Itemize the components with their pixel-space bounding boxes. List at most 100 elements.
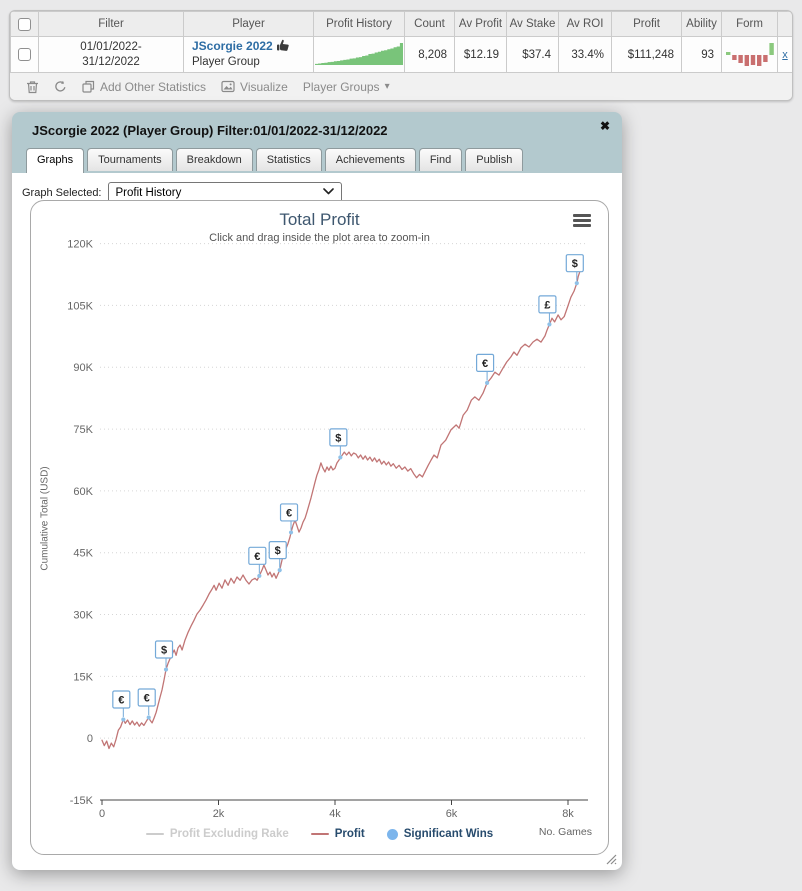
significant-win-marker: € <box>248 546 267 578</box>
player-cell: JScorgie 2022 Player Group <box>183 36 314 73</box>
caret-down-icon: ▾ <box>384 81 390 92</box>
legend-label: Significant Wins <box>403 828 494 840</box>
chevron-down-icon <box>322 187 334 198</box>
marker-anchor-dot <box>121 717 126 722</box>
resize-grip-icon[interactable] <box>605 853 617 865</box>
y-tick-label: 120K <box>67 239 93 251</box>
remove-row-link[interactable]: x <box>782 48 788 61</box>
form-loss-bar <box>750 55 756 65</box>
trash-icon <box>27 80 38 93</box>
profit-history-sparkline <box>315 43 403 65</box>
image-icon <box>221 80 235 93</box>
col-header-av-profit[interactable]: Av Profit <box>454 11 507 37</box>
marker-anchor-dot <box>163 667 169 672</box>
y-tick-label: 60K <box>73 486 93 498</box>
y-tick-label: 90K <box>73 362 93 374</box>
stats-panel: Filter Player Profit History Count Av Pr… <box>9 10 793 101</box>
filter-range-line1: 01/01/2022- <box>80 41 142 54</box>
refresh-button[interactable] <box>54 80 67 93</box>
chart-subtitle: Click and drag inside the plot area to z… <box>209 232 430 244</box>
legend-dot-swatch <box>386 828 398 840</box>
col-header-player[interactable]: Player <box>183 11 314 37</box>
form-win-bar <box>726 52 731 55</box>
marker-box <box>154 640 174 659</box>
profit-chart-plot[interactable]: -15K 0 15K 30K 45K 60K 75K 90K 105K 120K 0 2k 4k 6k 8k… <box>31 201 610 856</box>
marker-currency-symbol: $ <box>335 432 341 444</box>
tab-breakdown[interactable]: Breakdown <box>175 148 253 171</box>
player-groups-label: Player Groups <box>302 79 380 94</box>
add-other-statistics-button[interactable]: Add Other Statistics <box>82 80 206 94</box>
form-loss-bar <box>744 55 749 66</box>
count-cell: 8,208 <box>404 36 455 73</box>
av-profit-cell: $12.19 <box>454 36 507 73</box>
marker-anchor-dot <box>277 568 282 573</box>
marker-anchor-dot <box>484 380 490 386</box>
table-row[interactable]: 01/01/2022- 31/12/2022 JScorgie 2022 Pla… <box>10 36 792 73</box>
marker-box <box>112 690 131 709</box>
visualize-button[interactable]: Visualize <box>221 80 288 94</box>
copy-icon <box>82 80 95 93</box>
col-header-count[interactable]: Count <box>404 11 455 37</box>
select-all-checkbox[interactable] <box>18 17 31 31</box>
significant-win-marker: $ <box>565 254 584 286</box>
marker-box <box>137 688 156 707</box>
chart-legend: Profit Excluding Rake Profit Significant… <box>31 828 608 840</box>
legend-item-significant-wins[interactable]: Significant Wins <box>386 828 494 840</box>
tab-tournaments[interactable]: Tournaments <box>87 148 173 171</box>
significant-win-marker: $ <box>154 640 174 672</box>
marker-box <box>268 541 287 560</box>
chart-menu-icon[interactable] <box>573 214 591 230</box>
player-detail-dialog: JScorgie 2022 (Player Group) Filter:01/0… <box>12 112 622 870</box>
y-tick-label: -15K <box>70 795 94 807</box>
graph-selected-label: Graph Selected: <box>22 186 102 199</box>
table-toolbar: Add Other Statistics Visualize Player Gr… <box>10 73 792 100</box>
y-tick-label: 15K <box>73 671 93 683</box>
player-name-link[interactable]: JScorgie 2022 <box>192 39 273 54</box>
legend-item-profit-excluding-rake[interactable]: Profit Excluding Rake <box>145 828 289 840</box>
legend-label: Profit <box>334 828 365 840</box>
col-header-av-stake[interactable]: Av Stake <box>506 11 559 37</box>
marker-box <box>329 428 348 447</box>
marker-box <box>475 353 495 373</box>
x-tick-label: 4k <box>329 808 341 820</box>
y-axis-title: Cumulative Total (USD) <box>39 466 51 571</box>
tab-graphs[interactable]: Graphs <box>26 148 85 173</box>
player-type-label: Player Group <box>192 56 260 68</box>
significant-win-marker: € <box>137 688 156 720</box>
x-axis-title: No. Games <box>538 826 592 838</box>
tab-publish[interactable]: Publish <box>465 148 524 171</box>
row-checkbox-cell <box>10 36 39 73</box>
legend-line-swatch <box>310 832 329 836</box>
marker-anchor-dot <box>338 455 343 460</box>
dialog-title: JScorgie 2022 (Player Group) Filter:01/0… <box>32 123 388 138</box>
significant-win-marker: € <box>279 503 299 535</box>
visualize-label: Visualize <box>240 79 288 94</box>
marker-box <box>538 295 557 314</box>
col-header-profit[interactable]: Profit <box>611 11 682 37</box>
tab-achievements[interactable]: Achievements <box>324 148 416 171</box>
player-groups-dropdown[interactable]: Player Groups ▾ <box>303 80 390 94</box>
close-icon[interactable]: ✖ <box>599 119 610 133</box>
filter-range-line2: 31/12/2022 <box>82 55 140 68</box>
tab-find[interactable]: Find <box>418 148 463 171</box>
marker-anchor-dot <box>146 715 151 720</box>
stats-table: Filter Player Profit History Count Av Pr… <box>10 11 792 73</box>
form-loss-bar <box>763 55 768 62</box>
delete-button[interactable] <box>26 80 39 94</box>
marker-anchor-dot <box>547 322 552 327</box>
y-tick-label: 105K <box>67 300 93 312</box>
col-header-ability[interactable]: Ability <box>681 11 722 37</box>
col-header-filter[interactable]: Filter <box>38 11 184 37</box>
col-header-form[interactable]: Form <box>721 11 778 37</box>
col-header-av-roi[interactable]: Av ROI <box>558 11 612 37</box>
significant-win-marker: $ <box>329 428 348 460</box>
marker-currency-symbol: € <box>254 551 260 563</box>
y-tick-label: 45K <box>73 548 93 560</box>
col-header-profit-history[interactable]: Profit History <box>313 11 405 37</box>
x-tick-label: 8k <box>562 808 574 820</box>
legend-item-profit[interactable]: Profit <box>310 828 365 840</box>
graph-select-value: Profit History <box>115 186 182 199</box>
tab-statistics[interactable]: Statistics <box>255 148 322 171</box>
chart-frame: Total Profit Click and drag inside the p… <box>30 200 609 855</box>
row-checkbox[interactable] <box>18 48 31 61</box>
